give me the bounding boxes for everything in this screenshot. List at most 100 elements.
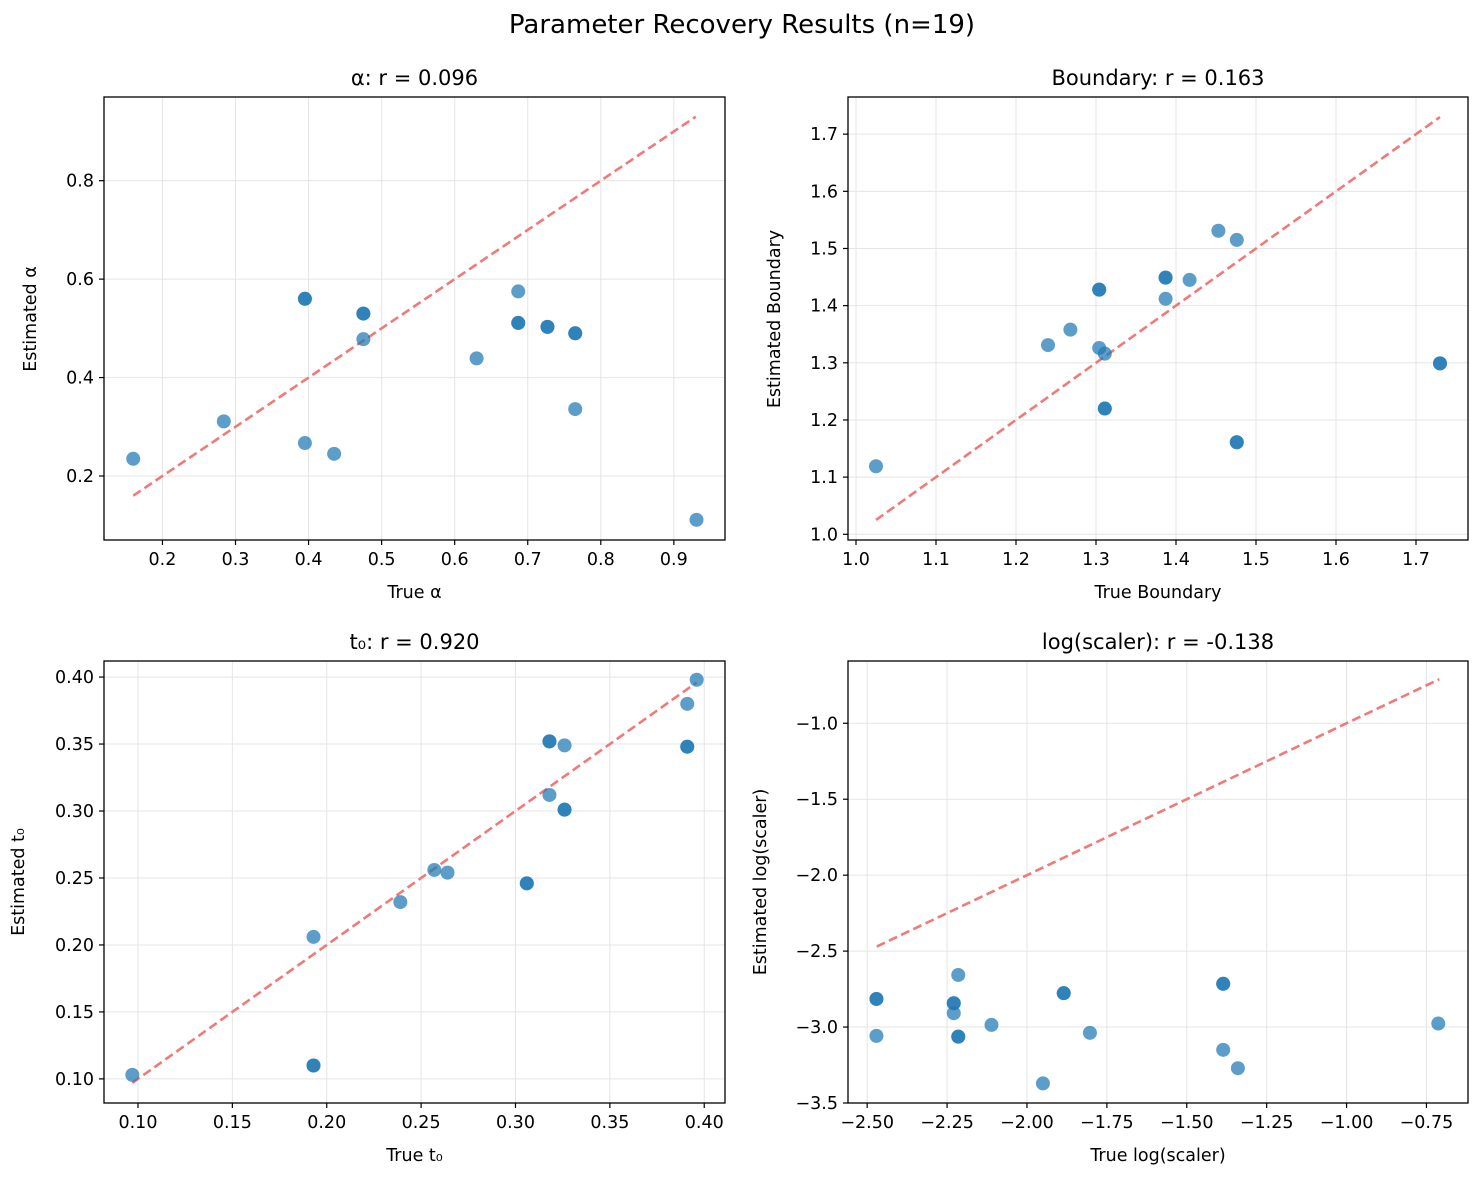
data-point — [557, 738, 572, 753]
x-tick-label: −2.25 — [920, 1113, 974, 1133]
data-point — [126, 451, 141, 466]
x-tick-label: 1.7 — [1402, 550, 1430, 570]
panel-title: Boundary: r = 0.163 — [1051, 66, 1264, 90]
identity-line — [132, 115, 697, 497]
data-point — [984, 1017, 999, 1032]
data-point — [689, 512, 704, 527]
data-point — [440, 865, 455, 880]
data-point — [557, 802, 572, 817]
data-point — [1097, 346, 1112, 361]
data-point — [869, 991, 884, 1006]
data-point — [519, 876, 534, 891]
x-tick-label: 1.3 — [1082, 550, 1110, 570]
x-tick-label: 0.2 — [149, 550, 177, 570]
data-point — [1158, 270, 1173, 285]
y-tick-label: 0.20 — [55, 936, 94, 956]
data-point — [356, 332, 371, 347]
panel-alpha: 0.2 0.3 0.4 0.5 0.6 0.7 0.8 0.9 0.2 0.4 0.6 0.8 α: r… — [21, 66, 726, 603]
data-point — [1056, 986, 1071, 1001]
axes-frame — [103, 96, 726, 541]
data-point — [946, 996, 961, 1011]
y-tick-label: 1.7 — [810, 125, 838, 145]
identity-line — [131, 681, 698, 1084]
x-tick-label: 1.5 — [1242, 550, 1270, 570]
data-point — [946, 1006, 961, 1021]
x-tick-label: 0.3 — [222, 550, 250, 570]
y-tick-label: 1.3 — [810, 354, 838, 374]
x-tick-label: 0.20 — [307, 1113, 346, 1133]
x-tick-label: 0.4 — [295, 550, 323, 570]
data-point — [1230, 1061, 1245, 1076]
data-point — [1211, 223, 1226, 238]
y-tick-label: 1.2 — [810, 411, 838, 431]
data-point — [327, 446, 342, 461]
y-tick-label: 0.8 — [66, 172, 94, 192]
data-point — [216, 414, 231, 429]
x-axis-label: True t₀ — [385, 1146, 443, 1166]
data-point — [540, 319, 555, 334]
data-point — [1182, 272, 1197, 287]
data-point — [511, 284, 526, 299]
data-point — [297, 291, 312, 306]
data-point — [1431, 1016, 1446, 1031]
x-tick-label: −1.25 — [1240, 1113, 1294, 1133]
data-point — [869, 1028, 884, 1043]
x-tick-label: 0.30 — [496, 1113, 535, 1133]
data-point — [1092, 282, 1107, 297]
x-tick-label: 0.8 — [587, 550, 615, 570]
x-tick-label: 0.7 — [514, 550, 542, 570]
x-tick-label: 0.35 — [590, 1113, 629, 1133]
y-tick-label: 1.5 — [810, 239, 838, 259]
data-point — [689, 672, 704, 687]
data-point — [1433, 356, 1447, 371]
data-point — [1041, 338, 1055, 353]
y-tick-label: 0.40 — [55, 668, 94, 688]
y-tick-label: 0.15 — [55, 1003, 94, 1023]
x-tick-label: −2.50 — [840, 1113, 894, 1133]
data-point — [568, 326, 583, 341]
y-tick-label: 0.30 — [55, 802, 94, 822]
y-tick-label: 0.4 — [66, 369, 94, 389]
x-tick-label: −2.00 — [1000, 1113, 1054, 1133]
y-tick-label: 1.0 — [810, 525, 838, 545]
y-axis-label: Estimated α — [21, 266, 41, 372]
x-axis-label: True Boundary — [1093, 583, 1221, 603]
data-point — [1158, 291, 1173, 306]
x-tick-label: 1.1 — [922, 550, 950, 570]
y-tick-label: 0.35 — [55, 735, 94, 755]
y-axis-label: Estimated Boundary — [765, 230, 785, 408]
x-tick-label: 0.10 — [118, 1113, 157, 1133]
y-tick-label: 0.25 — [55, 869, 94, 889]
data-point — [297, 436, 312, 451]
y-tick-label: −3.0 — [796, 1018, 839, 1038]
data-point — [393, 895, 408, 910]
x-tick-label: 0.25 — [402, 1113, 441, 1133]
x-tick-label: 1.4 — [1162, 550, 1190, 570]
data-point — [542, 734, 557, 749]
data-point — [680, 739, 695, 754]
y-tick-label: −2.0 — [796, 866, 839, 886]
x-tick-label: 0.40 — [685, 1113, 724, 1133]
identity-line — [875, 115, 1441, 522]
x-tick-label: 0.9 — [660, 550, 688, 570]
x-tick-label: 1.2 — [1002, 550, 1030, 570]
data-point — [1229, 435, 1244, 450]
data-point — [680, 696, 695, 711]
panel-title: t₀: r = 0.920 — [349, 630, 479, 654]
y-axis-label: Estimated log(scaler) — [751, 789, 771, 976]
data-point — [511, 315, 526, 330]
x-tick-label: 0.15 — [213, 1113, 252, 1133]
panel-t0: 0.10 0.15 0.20 0.25 0.30 0.35 0.40 0.10 0.15 0.20… — [9, 630, 726, 1166]
data-point — [869, 459, 883, 474]
data-point — [1229, 232, 1244, 247]
y-tick-label: 0.6 — [66, 270, 94, 290]
panel-title: log(scaler): r = -0.138 — [1042, 630, 1274, 654]
y-tick-label: −1.5 — [796, 790, 839, 810]
y-tick-label: −2.5 — [796, 942, 839, 962]
figure-title: Parameter Recovery Results (n=19) — [508, 10, 976, 40]
data-point — [1035, 1076, 1050, 1091]
data-point — [568, 402, 583, 417]
data-point — [469, 351, 484, 366]
data-point — [1216, 976, 1231, 991]
panel-boundary: 1.0 1.1 1.2 1.3 1.4 1.5 1.6 1.7 1.0 1.1 1.2 1.3 1.4 1… — [765, 66, 1469, 603]
